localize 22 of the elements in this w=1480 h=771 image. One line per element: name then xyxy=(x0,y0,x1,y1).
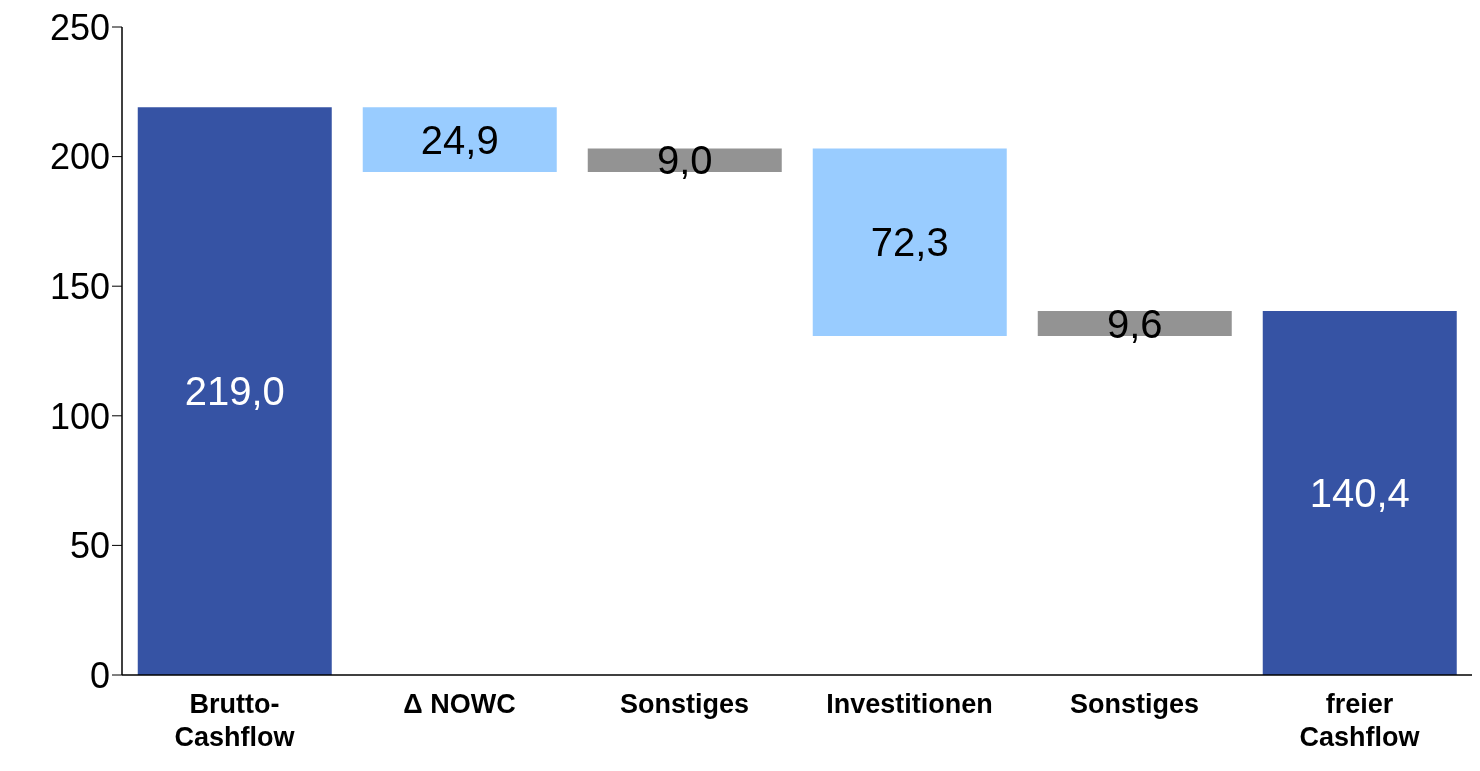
bar xyxy=(1262,311,1457,675)
x-tick-label: Δ NOWC xyxy=(403,689,516,719)
y-tick-label: 0 xyxy=(89,654,110,696)
data-label: 24,9 xyxy=(420,117,499,162)
bar xyxy=(362,107,557,172)
x-tick-label: Investitionen xyxy=(826,689,993,719)
bar xyxy=(137,107,332,675)
x-tick-label: freier Cashflow xyxy=(1299,689,1421,752)
x-tick-label: Sonstiges xyxy=(1069,689,1200,719)
x-tick-label: Brutto-Cashflow xyxy=(174,689,296,752)
y-tick-label: 250 xyxy=(49,6,110,48)
data-label: 9,0 xyxy=(656,138,713,183)
data-label: 72,3 xyxy=(870,220,949,265)
y-tick-label: 100 xyxy=(49,395,110,437)
x-tick-label: Sonstiges xyxy=(619,689,750,719)
bar xyxy=(812,148,1007,336)
data-label: 9,6 xyxy=(1106,301,1163,346)
y-tick-label: 150 xyxy=(49,265,110,307)
data-label: 219,0 xyxy=(184,369,285,414)
y-tick-label: 200 xyxy=(49,136,110,178)
y-tick-label: 50 xyxy=(69,525,110,567)
data-label: 140,4 xyxy=(1309,471,1410,516)
